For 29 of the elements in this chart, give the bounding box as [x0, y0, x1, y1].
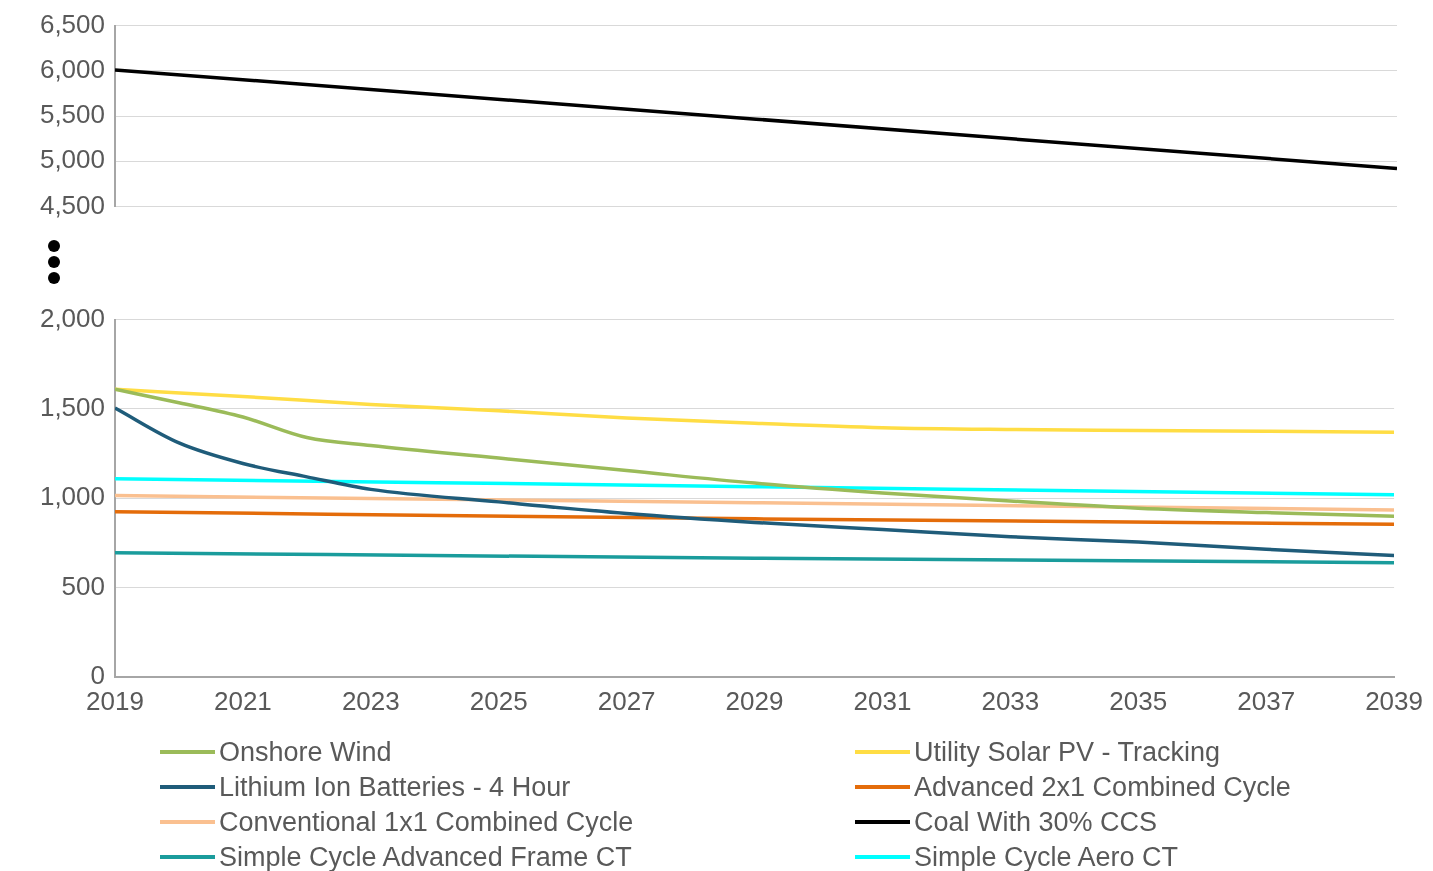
y-tick-label: 500: [61, 570, 105, 601]
x-tick-label: 2023: [341, 685, 400, 716]
legend-label: Coal With 30% CCS: [914, 806, 1158, 838]
y-tick-label: 6,500: [39, 8, 105, 39]
line-series: [115, 406, 1395, 558]
legend-label: Advanced 2x1 Combined Cycle: [914, 771, 1291, 803]
legend-label: Onshore Wind: [219, 736, 392, 768]
y-tick-label: 5,500: [39, 99, 105, 130]
y-tick-label: 1,000: [39, 481, 105, 512]
x-tick-label: 2033: [981, 685, 1040, 716]
y-tick-label: 6,000: [39, 53, 105, 84]
y-tick-label: 2,000: [39, 302, 105, 333]
legend-label: Simple Cycle Advanced Frame CT: [219, 841, 632, 871]
x-tick-label: 2031: [853, 685, 912, 716]
y-tick-label: 5,000: [39, 144, 105, 175]
x-tick-label: 2021: [213, 685, 272, 716]
legend-label: Lithium Ion Batteries - 4 Hour: [219, 771, 571, 803]
y-tick-label: 1,500: [39, 392, 105, 423]
x-tick-label: 2029: [725, 685, 784, 716]
x-tick-label: 2027: [597, 685, 656, 716]
legend-label: Utility Solar PV - Tracking: [914, 736, 1221, 768]
x-tick-label: 2025: [469, 685, 528, 716]
line-series: [115, 387, 1395, 518]
x-tick-label: 2035: [1109, 685, 1168, 716]
x-tick-label: 2037: [1237, 685, 1296, 716]
legend-label: Simple Cycle Aero CT: [914, 841, 1179, 871]
y-tick-label: 4,500: [39, 189, 105, 220]
legend-label: Conventional 1x1 Combined Cycle: [219, 806, 634, 838]
x-tick-label: 2039: [1365, 685, 1423, 716]
